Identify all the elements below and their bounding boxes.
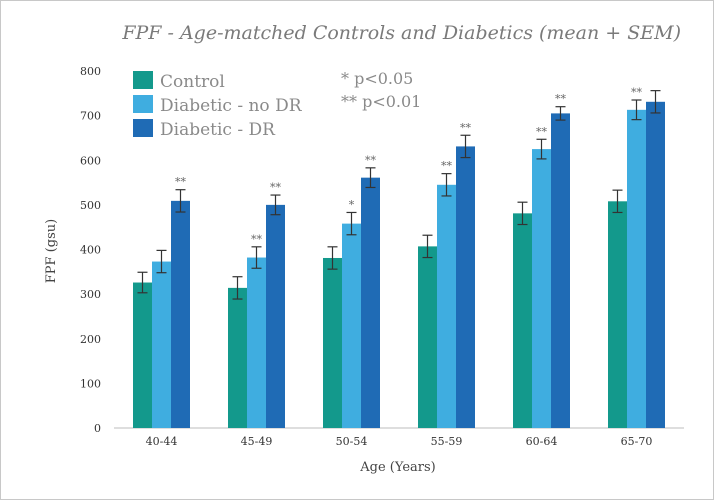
significance-label: ** xyxy=(555,93,567,106)
bar xyxy=(342,223,361,428)
x-tick-label: 40-44 xyxy=(146,435,178,448)
bar xyxy=(418,246,437,428)
error-bars xyxy=(137,90,661,300)
significance-label: ** xyxy=(631,86,643,99)
bar xyxy=(152,261,171,428)
y-tick-label: 600 xyxy=(80,154,101,167)
significance-label: ** xyxy=(441,160,453,173)
bars xyxy=(133,101,665,429)
bar xyxy=(323,257,342,428)
bar xyxy=(228,287,247,428)
bar xyxy=(608,201,627,428)
legend-label-diabetic-dr: Diabetic - DR xyxy=(160,120,276,140)
legend: Control Diabetic - no DR Diabetic - DR xyxy=(133,71,303,140)
significance-note-p01: ** p<0.01 xyxy=(341,92,421,111)
y-tick-label: 300 xyxy=(80,288,101,301)
y-tick-label: 800 xyxy=(80,65,101,78)
chart-title: FPF - Age-matched Controls and Diabetics… xyxy=(121,22,681,44)
y-tick-label: 500 xyxy=(80,199,101,212)
bar xyxy=(532,149,551,428)
x-axis-title: Age (Years) xyxy=(359,460,435,475)
bar xyxy=(171,200,190,428)
legend-label-control: Control xyxy=(160,72,225,92)
bar xyxy=(646,101,665,428)
legend-label-diabetic-no-dr: Diabetic - no DR xyxy=(160,96,303,116)
legend-swatch-diabetic-no-dr xyxy=(133,95,153,113)
y-tick-label: 700 xyxy=(80,110,101,123)
significance-label: ** xyxy=(175,176,187,189)
significance-label: ** xyxy=(536,125,548,138)
bar xyxy=(361,177,380,428)
bar xyxy=(133,282,152,428)
bar xyxy=(437,184,456,428)
y-axis: 0 100 200 300 400 500 600 700 800 xyxy=(80,65,101,435)
x-tick-label: 45-49 xyxy=(241,435,273,448)
y-tick-label: 400 xyxy=(80,244,101,257)
y-tick-label: 0 xyxy=(94,422,101,435)
y-tick-label: 200 xyxy=(80,333,101,346)
significance-label: ** xyxy=(365,154,377,167)
y-tick-label: 100 xyxy=(80,377,101,390)
x-tick-label: 60-64 xyxy=(526,435,558,448)
bar xyxy=(247,257,266,428)
significance-label: * xyxy=(349,198,355,211)
significance-label: ** xyxy=(251,233,263,246)
y-axis-title: FPF (gsu) xyxy=(44,219,59,283)
significance-note-p05: * p<0.05 xyxy=(341,69,413,88)
legend-swatch-diabetic-dr xyxy=(133,119,153,137)
significance-labels: ********* **** ****** xyxy=(175,86,643,246)
bar xyxy=(266,204,285,428)
x-tick-label: 50-54 xyxy=(336,435,368,448)
x-tick-label: 55-59 xyxy=(431,435,463,448)
legend-item-control: Control xyxy=(133,71,225,92)
bar xyxy=(456,146,475,428)
bar xyxy=(513,213,532,428)
x-axis: 40-44 45-49 50-54 55-59 60-64 65-70 xyxy=(114,427,684,448)
bar xyxy=(551,113,570,429)
x-tick-label: 65-70 xyxy=(621,435,653,448)
significance-label: ** xyxy=(270,181,282,194)
legend-item-diabetic-no-dr: Diabetic - no DR xyxy=(133,95,303,116)
significance-label: ** xyxy=(460,121,472,134)
legend-item-diabetic-dr: Diabetic - DR xyxy=(133,119,276,140)
bar xyxy=(627,109,646,428)
legend-swatch-control xyxy=(133,71,153,89)
